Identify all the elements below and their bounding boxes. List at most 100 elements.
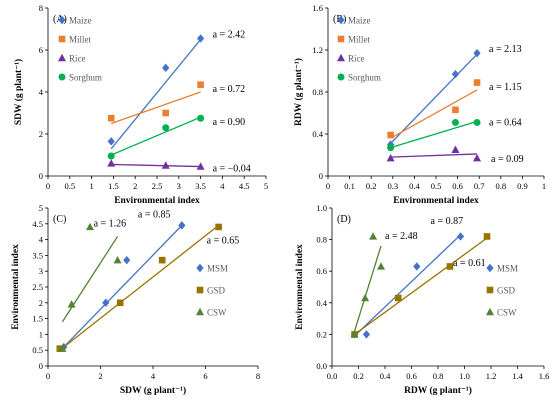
data-point	[196, 162, 205, 170]
x-tick-label: 0.1	[344, 181, 355, 191]
x-tick-label: 0.7	[474, 181, 485, 191]
legend-marker	[337, 73, 345, 81]
y-tick-label: 0.4	[316, 298, 327, 308]
slope-label: a = 0.61	[453, 258, 486, 269]
data-point	[451, 145, 460, 153]
legend-marker	[337, 35, 345, 43]
legend-marker	[196, 263, 204, 273]
legend-label: Rice	[348, 54, 365, 64]
data-point	[362, 330, 371, 339]
x-tick-label: 0.8	[495, 181, 506, 191]
data-point	[107, 152, 115, 160]
x-tick-label: 4.5	[239, 181, 250, 191]
x-tick-label: 5	[264, 181, 268, 191]
y-tick-label: 1.6	[312, 3, 323, 13]
slope-label: a = 1.26	[94, 218, 127, 229]
x-tick-label: 2	[98, 371, 102, 381]
x-axis-title: Environmental index	[114, 196, 200, 206]
x-tick-label: 1	[89, 181, 93, 191]
data-point	[107, 137, 115, 146]
x-axis-title: SDW (g plant⁻¹)	[120, 385, 186, 396]
slope-label: a = 1.15	[489, 82, 522, 93]
x-tick-label: 3.5	[195, 181, 206, 191]
series-sorghum: a = 0.90	[107, 114, 245, 160]
data-point	[58, 344, 67, 352]
y-tick-label: 0.8	[316, 235, 327, 245]
series-msm: a = 0.85	[60, 209, 186, 352]
y-tick-label: 8	[39, 3, 43, 13]
data-point	[102, 298, 110, 307]
x-tick-label: 6	[203, 371, 207, 381]
series-csw: a = 1.26	[58, 218, 127, 352]
data-point	[361, 293, 370, 302]
y-tick-label: 6	[39, 45, 43, 55]
y-tick-label: 4.5	[32, 219, 43, 229]
data-point	[483, 233, 491, 240]
data-point	[387, 131, 394, 139]
data-point	[394, 294, 402, 302]
x-tick-label: 0.9	[517, 181, 528, 191]
data-point	[161, 161, 170, 169]
legend-label: Maize	[69, 16, 92, 26]
fit-line	[111, 163, 201, 168]
y-tick-label: 0.4	[312, 129, 323, 139]
panel-label: (C)	[53, 214, 66, 225]
legend-marker	[486, 307, 494, 316]
data-point	[387, 144, 395, 152]
data-point	[86, 222, 94, 231]
data-point	[113, 255, 122, 264]
x-tick-label: 0.6	[406, 371, 417, 381]
legend-marker	[337, 53, 345, 62]
y-tick-label: 0.8	[312, 87, 323, 97]
legend-label: Millet	[348, 35, 370, 45]
legend-label: Sorghum	[348, 73, 381, 83]
panel-b: 0 0.1 0.2 0.3 0.4 0.5 0.6 0.7 0.8 0.9 1 0 0.4 0.8 1.2 1…	[293, 3, 546, 206]
y-tick-label: 0	[39, 171, 43, 181]
legend-marker	[196, 307, 204, 316]
data-point	[197, 34, 205, 43]
legend-marker	[486, 286, 494, 294]
data-point	[67, 300, 76, 308]
x-tick-label: 0	[326, 181, 330, 191]
slope-label: a = 0.09	[491, 154, 524, 165]
fit-line	[354, 234, 461, 337]
slope-label: a = 0.85	[138, 209, 171, 220]
fit-line	[390, 89, 478, 139]
fit-line	[354, 237, 488, 335]
legend-marker	[196, 286, 204, 294]
x-tick-label: 4	[220, 181, 225, 191]
slope-label: a = 2.13	[489, 44, 522, 55]
slope-label: a = 0.65	[207, 235, 240, 246]
y-tick-label: 1.5	[32, 314, 43, 324]
data-point	[162, 63, 170, 73]
series-gsd: a = 0.61	[351, 233, 491, 338]
legend-label: MSM	[497, 264, 518, 274]
data-point	[178, 221, 186, 230]
fit-line	[110, 116, 201, 156]
y-axis-title: SDW (g plant⁻¹)	[13, 59, 24, 125]
y-tick-label: 3.5	[32, 250, 43, 260]
x-tick-label: 1.5	[108, 181, 119, 191]
fit-line	[111, 91, 201, 125]
y-tick-label: 3	[39, 266, 43, 276]
y-tick-label: 1.2	[312, 45, 323, 55]
legend-label: GSD	[207, 286, 226, 296]
x-tick-label: 0	[46, 371, 50, 381]
series-maize: a = 2.42	[107, 30, 245, 150]
x-tick-label: 0.4	[409, 181, 420, 191]
legend-label: Millet	[69, 35, 91, 45]
legend-label: CSW	[207, 308, 227, 318]
series-rice: a = 0.09	[386, 145, 524, 165]
fit-line	[390, 53, 478, 144]
slope-label: a = 0.87	[431, 216, 464, 227]
legend-marker	[58, 53, 66, 62]
data-point	[197, 81, 204, 88]
fit-line	[390, 153, 478, 158]
data-point	[377, 262, 386, 270]
panel-c: 0 2 4 6 8 0 0.5 1 1.5 2 2.5 3 3.5 4 4.5 5 SDW (g plant⁻¹…	[11, 203, 260, 396]
y-tick-label: 2.5	[32, 282, 43, 292]
y-tick-label: 1.0	[316, 203, 327, 213]
data-point	[197, 114, 205, 122]
data-point	[473, 153, 482, 162]
